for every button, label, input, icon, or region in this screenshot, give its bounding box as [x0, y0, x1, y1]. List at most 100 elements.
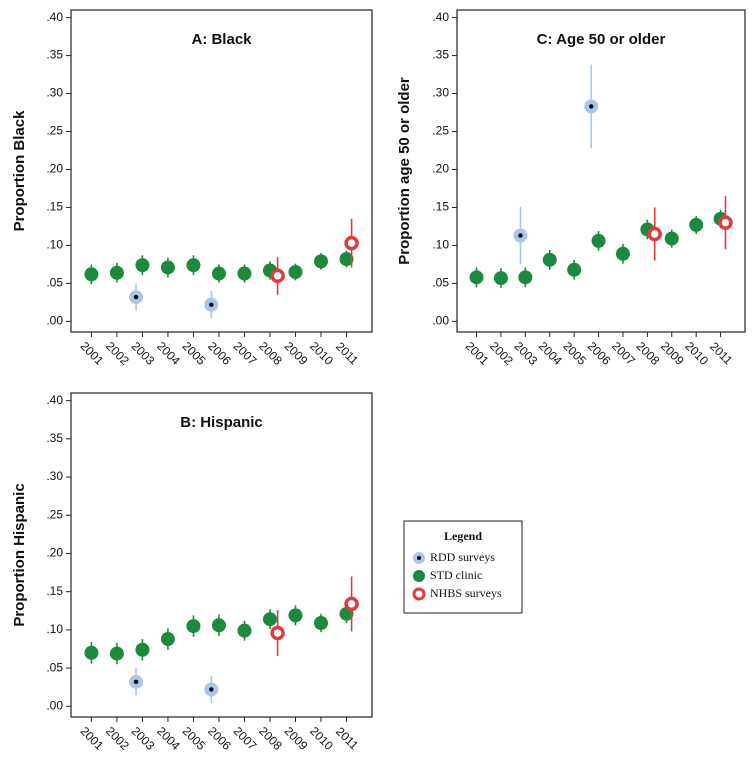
point: [237, 266, 252, 281]
point: [542, 252, 557, 267]
x-tick-label: 2001: [463, 339, 492, 368]
point: [135, 642, 150, 657]
x-tick-label: 2006: [585, 339, 614, 368]
x-tick-label: 2009: [282, 724, 311, 753]
y-tick-label: .00: [46, 314, 63, 328]
point: [344, 596, 359, 612]
x-tick-label: 2003: [129, 339, 158, 368]
point: [84, 645, 99, 660]
x-tick-label: 2005: [180, 339, 209, 368]
point: [109, 646, 124, 661]
point-center: [133, 294, 139, 300]
y-tick-label: .15: [46, 584, 63, 598]
y-tick-label: .25: [46, 507, 63, 521]
y-tick-label: .00: [432, 314, 449, 328]
y-axis-label: Proportion age 50 or older: [396, 77, 413, 265]
x-tick-label: 2005: [180, 724, 209, 753]
point: [591, 233, 606, 248]
x-tick-label: 2001: [78, 339, 107, 368]
y-tick-label: .20: [46, 546, 63, 560]
x-tick-label: 2006: [205, 724, 234, 753]
point: [288, 265, 303, 280]
point-center: [518, 233, 523, 238]
x-tick-label: 2006: [205, 339, 234, 368]
y-tick-label: .40: [46, 393, 63, 407]
x-tick-label: 2004: [536, 339, 565, 368]
y-tick-label: .10: [46, 622, 63, 636]
point: [186, 258, 201, 273]
y-tick-label: .20: [46, 162, 63, 176]
point: [689, 217, 704, 232]
point: [84, 267, 99, 282]
y-tick-label: .00: [46, 698, 63, 712]
point: [469, 270, 484, 285]
y-tick-label: .15: [46, 200, 63, 214]
y-tick-label: .25: [46, 124, 63, 138]
x-tick-label: 2002: [103, 724, 132, 753]
y-tick-label: .10: [46, 238, 63, 252]
x-tick-label: 2005: [560, 339, 589, 368]
x-tick-label: 2002: [487, 339, 516, 368]
x-tick-label: 2011: [333, 339, 361, 367]
y-tick-label: .10: [432, 238, 449, 252]
point: [313, 616, 328, 631]
point: [493, 271, 508, 286]
y-tick-label: .05: [432, 276, 449, 290]
point: [288, 608, 303, 623]
x-tick-label: 2003: [129, 724, 158, 753]
x-tick-label: 2010: [307, 339, 336, 368]
point: [135, 258, 150, 273]
plot-frame: [456, 9, 746, 333]
panel-title: C: Age 50 or older: [537, 31, 666, 48]
point-center: [209, 687, 214, 692]
x-tick-label: 2009: [658, 339, 687, 368]
y-tick-label: .30: [432, 86, 449, 100]
legend-label: RDD surveys: [430, 550, 495, 564]
plot-frame: [70, 9, 373, 333]
panel-title: B: Hispanic: [180, 414, 263, 431]
x-tick-label: 2009: [282, 339, 311, 368]
point-center: [589, 104, 594, 109]
plot-frame: [70, 392, 373, 718]
point: [109, 265, 124, 280]
legend-label: STD clinic: [430, 568, 482, 582]
point: [344, 235, 359, 251]
y-tick-label: .40: [432, 10, 449, 24]
point: [664, 231, 679, 246]
point: [160, 260, 175, 275]
x-tick-label: 2007: [231, 724, 260, 753]
y-tick-label: .15: [432, 200, 449, 214]
x-tick-label: 2003: [512, 339, 541, 368]
y-tick-label: .25: [432, 124, 449, 138]
point: [270, 268, 285, 284]
point: [313, 254, 328, 269]
y-tick-label: .05: [46, 276, 63, 290]
x-tick-label: 2007: [609, 339, 638, 368]
x-tick-label: 2008: [256, 339, 285, 368]
point: [615, 246, 630, 261]
legend-marker: [413, 570, 425, 582]
x-tick-label: 2002: [103, 339, 132, 368]
legend-title: Legend: [444, 529, 482, 543]
x-tick-label: 2001: [78, 724, 107, 753]
point: [262, 612, 277, 627]
legend-label: NHBS surveys: [430, 586, 502, 600]
point-center: [133, 679, 139, 685]
point: [647, 226, 662, 242]
point: [339, 252, 354, 267]
point-center: [209, 302, 214, 307]
point: [718, 215, 733, 230]
point: [160, 632, 175, 647]
x-tick-label: 2011: [333, 724, 361, 752]
point: [567, 262, 582, 277]
legend-marker-center: [417, 556, 421, 560]
x-tick-label: 2011: [707, 339, 735, 367]
y-tick-label: .05: [46, 660, 63, 674]
y-tick-label: .35: [46, 431, 63, 445]
x-tick-label: 2008: [634, 339, 663, 368]
x-tick-label: 2004: [154, 724, 183, 753]
x-tick-label: 2010: [307, 724, 336, 753]
y-tick-label: .20: [432, 162, 449, 176]
legend-marker: [412, 587, 426, 601]
